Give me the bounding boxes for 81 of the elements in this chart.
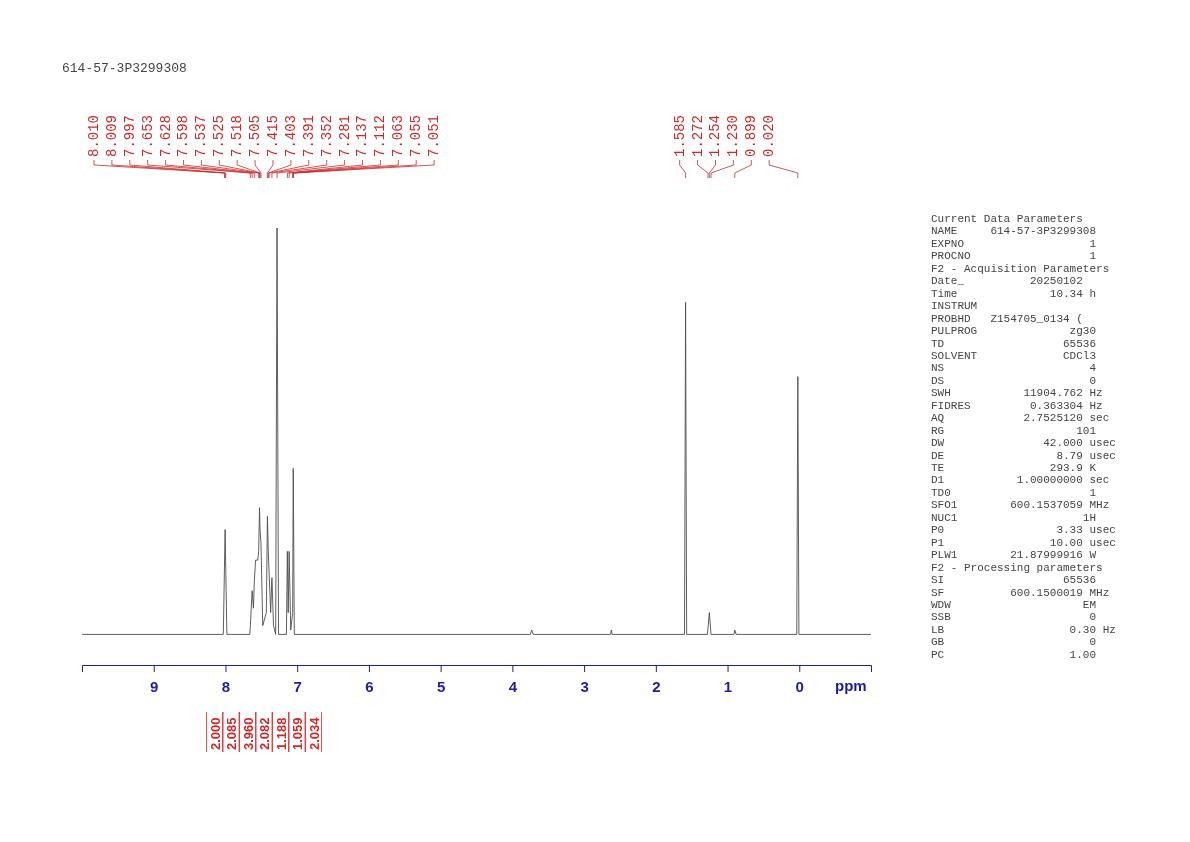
x-tick-label: 3 <box>580 677 589 695</box>
x-tick-label: 4 <box>508 677 518 695</box>
text: 2.034 <box>306 716 322 750</box>
text: INSTRUM <box>931 300 978 313</box>
text: RG 101 <box>931 424 1097 437</box>
text: 7.518 <box>229 114 246 157</box>
text: P1 10.00 usec <box>931 536 1116 549</box>
text: 7.505 <box>247 114 264 157</box>
text: SI 65536 <box>931 574 1097 587</box>
text: 7.063 <box>390 114 407 157</box>
text: 1.188 <box>273 717 289 750</box>
text: 8.009 <box>103 114 120 157</box>
text: 7.055 <box>408 114 425 157</box>
text: PC 1.00 <box>931 648 1097 661</box>
text: 7.051 <box>426 114 443 157</box>
text: PROBHD Z154705_0134 ( <box>931 312 1083 325</box>
text: NUC1 1H <box>931 511 1097 524</box>
text: EXPNO 1 <box>931 237 1097 250</box>
text: PLW1 21.87999916 W <box>931 549 1097 562</box>
x-tick-label: 6 <box>365 677 374 695</box>
text: NAME 614-57-3P3299308 <box>931 225 1097 238</box>
text: AQ 2.7525120 sec <box>931 412 1110 425</box>
text: Date_ 20250102 <box>931 275 1083 288</box>
x-tick-label: 2 <box>652 677 661 695</box>
text: DE 8.79 usec <box>931 449 1116 462</box>
text: 7.391 <box>300 114 317 157</box>
text: SSB 0 <box>931 611 1097 624</box>
text: Current Data Parameters <box>931 213 1083 225</box>
text: 0.899 <box>743 114 760 157</box>
chart-title: 614-57-3P3299308 <box>62 61 187 76</box>
text: 7.598 <box>175 114 192 157</box>
text: Time 10.34 h <box>931 287 1097 300</box>
text: 3.960 <box>240 717 256 750</box>
text: 7.415 <box>264 114 281 157</box>
text: 1.059 <box>290 717 306 750</box>
text: WDW EM <box>931 598 1097 611</box>
text: 7.653 <box>139 114 156 157</box>
text: SOLVENT CDCl3 <box>931 349 1097 362</box>
text: 2.085 <box>224 717 240 750</box>
text: TD 65536 <box>931 337 1097 350</box>
text: LB 0.30 Hz <box>931 623 1116 636</box>
text: DW 42.000 usec <box>931 437 1116 450</box>
text: 7.112 <box>372 114 389 157</box>
text: D1 1.00000000 sec <box>931 474 1110 487</box>
text: P0 3.33 usec <box>931 524 1116 537</box>
text: 0.020 <box>761 114 778 157</box>
text: 2.000 <box>207 717 223 750</box>
text: F2 - Acquisition Parameters <box>931 262 1110 275</box>
x-tick-label: 8 <box>221 677 231 695</box>
text: SFO1 600.1537059 MHz <box>931 499 1110 512</box>
text: PULPROG zg30 <box>931 325 1097 338</box>
text: TE 293.9 K <box>931 462 1097 474</box>
text: 1.230 <box>725 114 742 157</box>
text: GB 0 <box>931 636 1097 649</box>
x-tick-label: 9 <box>150 677 159 695</box>
x-tick-label: 7 <box>293 677 302 695</box>
text: 7.997 <box>121 114 138 157</box>
text: TD0 1 <box>931 486 1097 499</box>
text: FIDRES 0.363304 Hz <box>931 399 1103 412</box>
text: 7.137 <box>354 114 371 157</box>
x-tick-label: 0 <box>795 677 804 695</box>
text: F2 - Processing parameters <box>931 561 1103 574</box>
text: 7.537 <box>193 114 210 157</box>
text: 1.585 <box>671 114 688 157</box>
text: DS 0 <box>931 374 1097 387</box>
text: 1.272 <box>689 114 706 157</box>
text: 1.254 <box>707 114 724 157</box>
text: 8.010 <box>85 114 102 157</box>
text: PROCNO 1 <box>931 250 1097 263</box>
text: 2.082 <box>257 717 273 750</box>
text: 7.352 <box>318 114 335 157</box>
x-tick-label: 5 <box>436 677 446 695</box>
text: 7.281 <box>336 114 353 157</box>
text: 7.525 <box>211 114 228 157</box>
text: NS 4 <box>931 362 1097 375</box>
x-axis-title: ppm <box>835 677 867 694</box>
text: SWH 11904.762 Hz <box>931 387 1103 400</box>
text: 7.403 <box>282 114 299 157</box>
text: 7.628 <box>157 114 174 157</box>
x-tick-label: 1 <box>723 677 733 695</box>
text: SF 600.1500019 MHz <box>931 586 1110 599</box>
